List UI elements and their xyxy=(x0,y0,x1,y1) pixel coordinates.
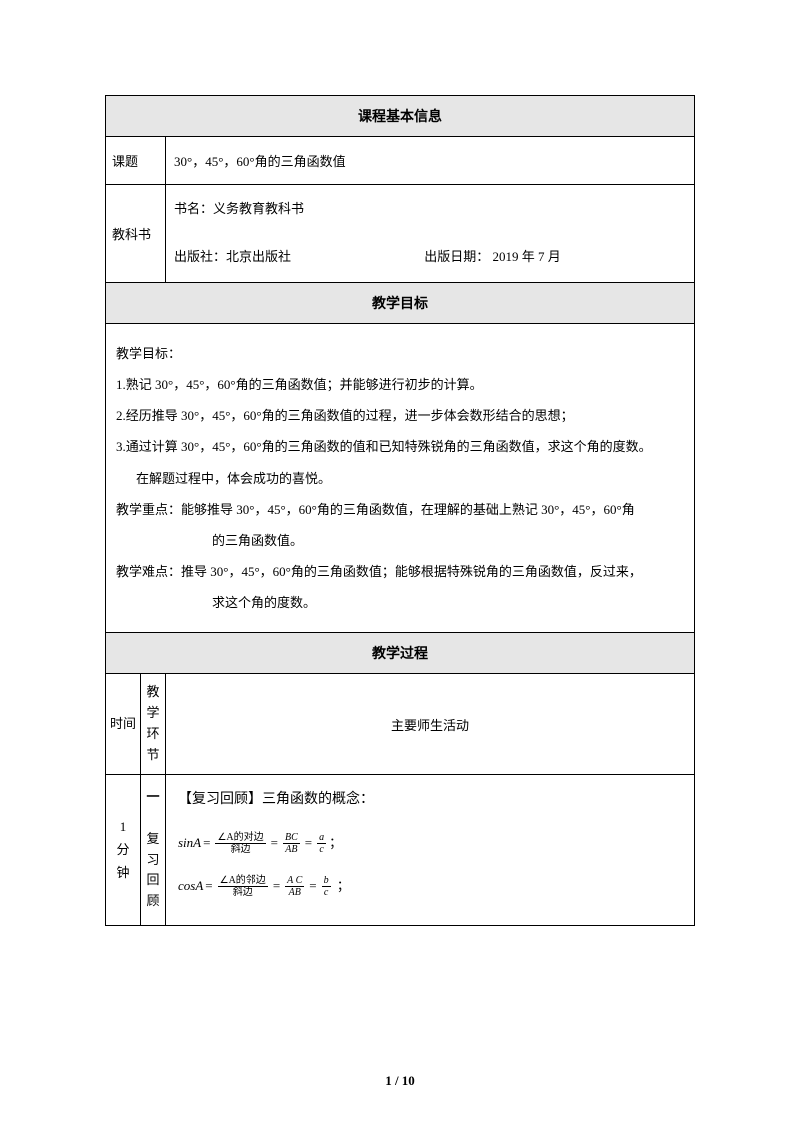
goal-1: 1.熟记 30°，45°，60°角的三角函数值；并能够进行初步的计算。 xyxy=(116,369,684,400)
topic-value: 30°，45°，60°角的三角函数值 xyxy=(166,137,695,185)
goal-2: 2.经历推导 30°，45°，60°角的三角函数值的过程，进一步体会数形结合的思… xyxy=(116,400,684,431)
textbook-label: 教科书 xyxy=(106,185,166,283)
focus-line: 教学重点：能够推导 30°，45°，60°角的三角函数值，在理解的基础上熟记 3… xyxy=(116,494,684,525)
sin-formula: sinA = ∠A的对边斜边 = BCAB = ac ； xyxy=(178,829,682,858)
lesson-plan-table: 课程基本信息 课题 30°，45°，60°角的三角函数值 教科书 书名：义务教育… xyxy=(105,95,695,926)
difficulty-line-2: 求这个角的度数。 xyxy=(116,587,684,618)
row1-phase: 一复习回顾 xyxy=(141,774,166,925)
pub-date-label: 出版日期： xyxy=(424,249,489,264)
publisher: 北京出版社 xyxy=(226,249,291,264)
header-phase: 教学环节 xyxy=(141,674,166,774)
section-basic-info: 课程基本信息 xyxy=(106,96,695,137)
cos-formula: cosA = ∠A的邻边斜边 = A CAB = bc ； xyxy=(178,872,682,901)
header-activity: 主要师生活动 xyxy=(166,674,695,774)
pub-date: 2019 年 7 月 xyxy=(489,249,561,264)
header-time: 时间 xyxy=(106,674,141,774)
topic-label: 课题 xyxy=(106,137,166,185)
goal-3b: 在解题过程中，体会成功的喜悦。 xyxy=(116,463,684,494)
focus-line-2: 的三角函数值。 xyxy=(116,525,684,556)
row1-activity: 【复习回顾】三角函数的概念： sinA = ∠A的对边斜边 = BCAB = a… xyxy=(166,774,695,925)
section-process: 教学过程 xyxy=(106,633,695,674)
goal-3: 3.通过计算 30°，45°，60°角的三角函数的值和已知特殊锐角的三角函数值，… xyxy=(116,431,684,462)
review-title: 【复习回顾】三角函数的概念： xyxy=(178,785,682,816)
section-goals: 教学目标 xyxy=(106,282,695,323)
book-name-label: 书名： xyxy=(174,201,213,216)
row1-time: 1分钟 xyxy=(106,774,141,925)
goals-content: 教学目标： 1.熟记 30°，45°，60°角的三角函数值；并能够进行初步的计算… xyxy=(106,323,695,633)
difficulty-line: 教学难点：推导 30°，45°，60°角的三角函数值；能够根据特殊锐角的三角函数… xyxy=(116,556,684,587)
publisher-label: 出版社： xyxy=(174,249,226,264)
textbook-value: 书名：义务教育教科书 出版社：北京出版社 出版日期： 2019 年 7 月 xyxy=(166,185,695,283)
page-number: 1 / 10 xyxy=(0,1073,800,1089)
book-name: 义务教育教科书 xyxy=(213,201,304,216)
goals-heading: 教学目标： xyxy=(116,338,684,369)
